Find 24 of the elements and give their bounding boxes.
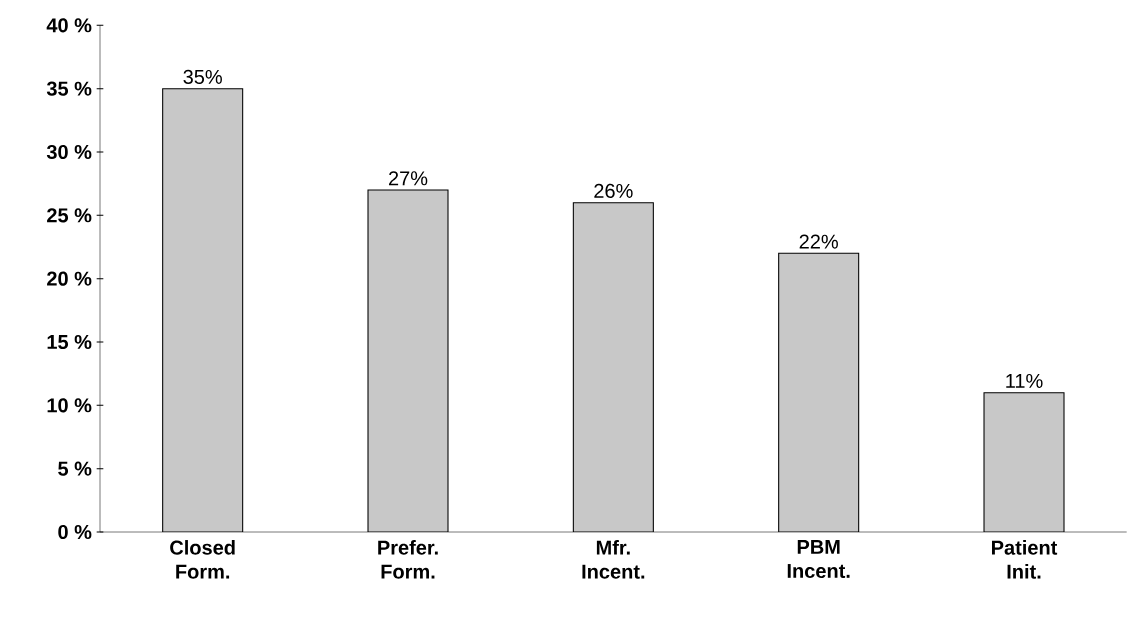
data-label: 26% <box>594 183 633 198</box>
bar <box>778 252 860 532</box>
bar <box>367 189 449 532</box>
x-tick-label: Prefer. Form. <box>378 540 438 579</box>
x-tick-label: Closed Form. <box>170 540 235 579</box>
bar <box>983 392 1065 532</box>
data-label: 35% <box>183 69 222 84</box>
bar <box>162 88 244 532</box>
data-label: 27% <box>389 171 428 186</box>
y-tick-label: 20 % <box>47 271 92 286</box>
x-tick-label: PBM Incent. <box>787 540 850 578</box>
y-tick-label: 40 % <box>46 18 92 33</box>
y-tick-label: 0 % <box>58 524 92 540</box>
y-tick-label: 10 % <box>47 398 92 413</box>
y-tick-label: 25 % <box>47 208 92 223</box>
y-tick-label: 30 % <box>46 144 92 160</box>
y-tick-label: 15 % <box>47 334 92 350</box>
y-tick-label: 5 % <box>58 461 92 476</box>
x-tick-label: Patient Init. <box>992 540 1058 579</box>
y-tick-label: 35 % <box>46 81 92 96</box>
x-tick-label: Mfr. Incent. <box>582 540 645 579</box>
bar <box>572 202 654 532</box>
data-label: 11% <box>1006 373 1043 388</box>
data-label: 22% <box>799 234 838 249</box>
